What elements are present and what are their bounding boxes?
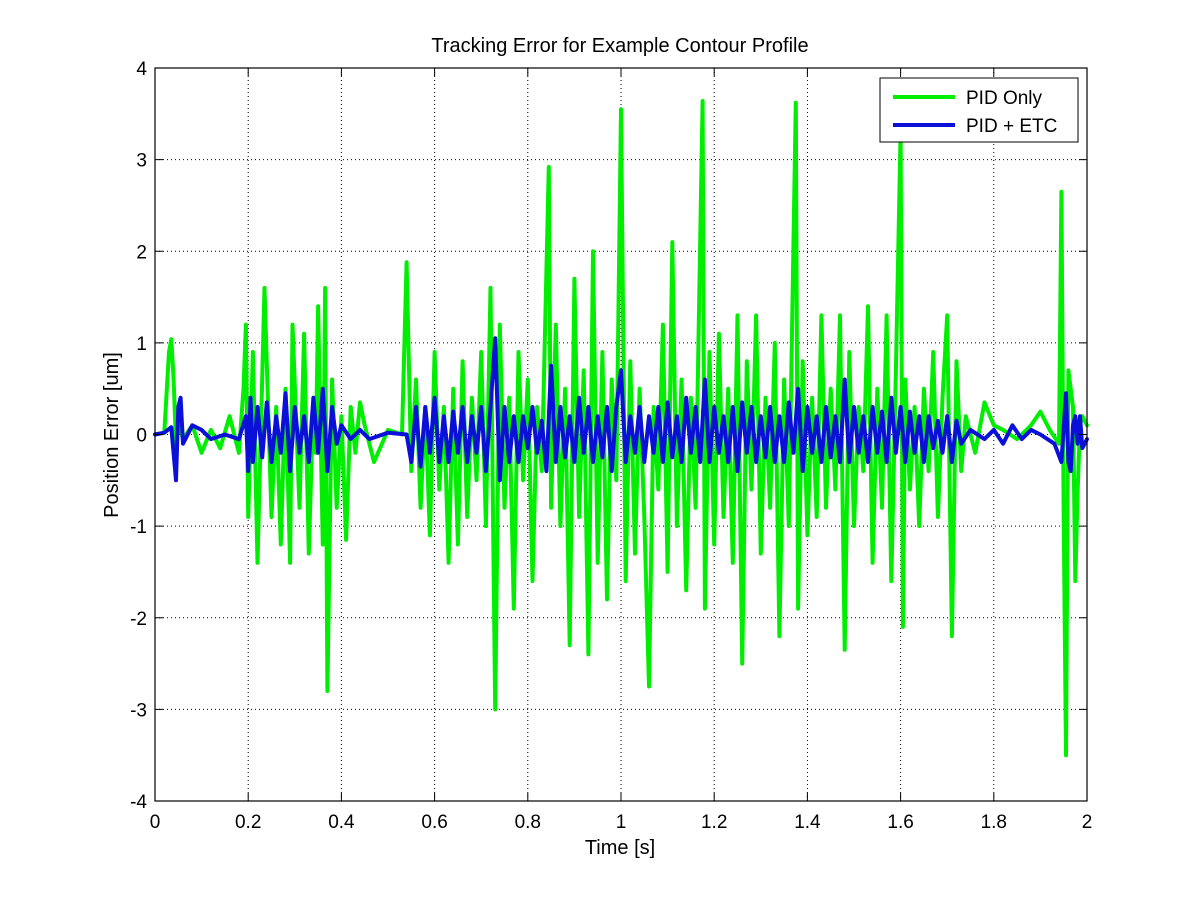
x-tick-label: 1 [616, 812, 627, 833]
y-tick-label: 3 [136, 151, 147, 172]
y-axis-label: Position Error [um] [101, 352, 123, 518]
y-tick-label: 2 [136, 242, 147, 263]
y-tick-label: 1 [136, 334, 147, 355]
ticks: 0 0.2 0.4 0.6 0.8 1 1.2 1.4 1.6 1.8 2 -4 -3 -2 -1 0 1 2 3 4 [130, 59, 1092, 833]
y-tick-label: 4 [136, 59, 147, 80]
series-line-pid-etc [153, 336, 1089, 483]
x-tick-label: 1.8 [981, 812, 1007, 833]
x-tick-label: 2 [1082, 812, 1093, 833]
x-tick-label: 0 [150, 812, 161, 833]
x-axis-label: Time [s] [585, 837, 655, 859]
chart-title: Tracking Error for Example Contour Profi… [431, 35, 808, 57]
legend: PID Only PID + ETC [879, 77, 1079, 143]
x-tick-label: 1.4 [794, 812, 821, 833]
x-tick-label: 1.6 [887, 812, 913, 833]
x-tick-label: 0.2 [235, 812, 261, 833]
x-tick-label: 0.4 [328, 812, 355, 833]
y-tick-label: 0 [136, 426, 147, 447]
legend-label-pid-only: PID Only [966, 88, 1043, 109]
y-tick-label: -1 [130, 517, 147, 538]
y-tick-label: -3 [130, 700, 147, 721]
legend-label-pid-etc: PID + ETC [966, 116, 1057, 137]
legend-box [879, 77, 1079, 143]
x-tick-label: 1.2 [701, 812, 727, 833]
plot-lines [153, 99, 1089, 758]
y-tick-label: -4 [130, 792, 147, 813]
x-tick-label: 0.8 [515, 812, 541, 833]
x-tick-label: 0.6 [421, 812, 447, 833]
y-tick-label: -2 [130, 609, 147, 630]
series-line-pid-only [153, 99, 1089, 758]
